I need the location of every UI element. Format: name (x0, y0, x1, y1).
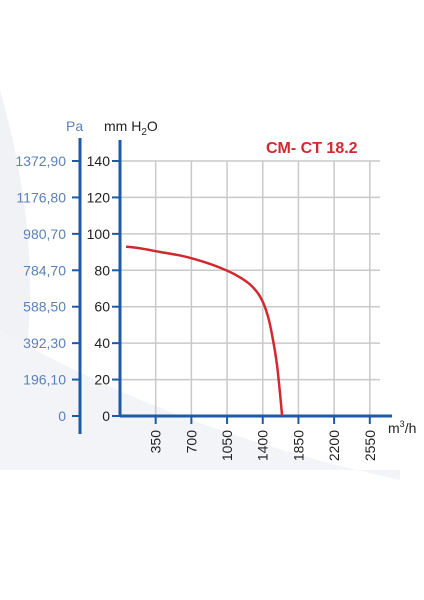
y-tick-label-2: 40 (94, 335, 110, 351)
x-tick-label-2: 1050 (219, 430, 235, 461)
background-decoration (0, 90, 400, 480)
y-tick-labels: 0 20 40 60 80 100 120 140 (87, 153, 120, 424)
mm-unit-label: mm H2O (104, 118, 158, 138)
pa-tick-label-4: 784,70 (23, 262, 66, 278)
pa-tick-label-3: 588,50 (23, 299, 66, 315)
pa-tick-label-5: 980,70 (23, 226, 66, 242)
x-tick-label-0: 350 (148, 430, 164, 454)
grid-lines (120, 160, 380, 416)
pa-tick-label-2: 392,30 (23, 335, 66, 351)
performance-curve (125, 245, 284, 417)
x-tick-label-6: 2550 (362, 430, 378, 461)
pa-tick-label-6: 1176,80 (16, 189, 66, 205)
y-tick-label-1: 20 (94, 372, 110, 388)
x-tick-label-4: 1850 (290, 430, 306, 461)
y-tick-label-6: 120 (87, 189, 111, 205)
y-tick-label-3: 60 (94, 299, 110, 315)
chart-title: CM- CT 18.2 (266, 140, 358, 157)
y-tick-label-5: 100 (87, 226, 111, 242)
x-tick-label-3: 1400 (255, 430, 271, 461)
pa-tick-label-7: 1372,90 (15, 153, 66, 169)
x-unit-label: m3/h (388, 419, 416, 436)
x-tick-label-1: 700 (183, 430, 199, 454)
pa-tick-label-1: 196,10 (23, 372, 66, 388)
pa-tick-label-0: 0 (58, 408, 66, 424)
x-tick-labels: 350 700 1050 1400 1850 2200 2550 (148, 416, 378, 461)
axes (78, 138, 392, 434)
y-tick-label-0: 0 (102, 408, 110, 424)
x-tick-label-5: 2200 (326, 430, 342, 461)
y-tick-label-4: 80 (94, 262, 110, 278)
y-tick-label-7: 140 (87, 153, 111, 169)
pa-tick-labels: 0 196,10 392,30 588,50 784,70 980,70 1176,80 13… (15, 153, 80, 424)
pa-unit-label: Pa (66, 118, 83, 134)
